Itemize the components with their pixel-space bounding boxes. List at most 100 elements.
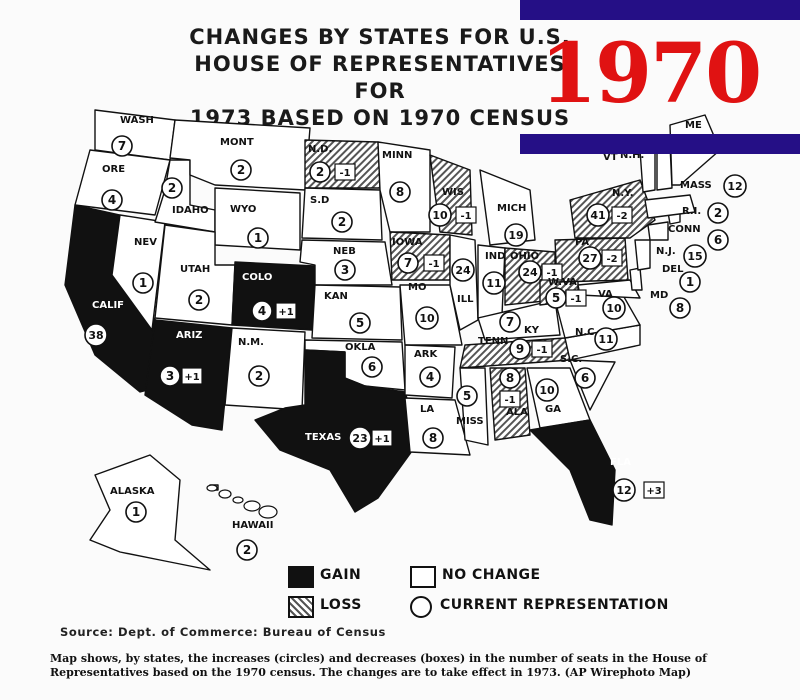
svg-text:2: 2 xyxy=(237,163,245,177)
state-miss xyxy=(459,367,489,446)
state-name-fla: FLA xyxy=(610,457,631,468)
state-nev xyxy=(111,214,166,331)
hawaii-island xyxy=(232,496,244,504)
svg-text:11: 11 xyxy=(598,333,613,346)
seat-count-la: 8 xyxy=(422,427,444,449)
state-mass xyxy=(644,194,696,219)
seat-count-utah: 2 xyxy=(188,289,210,311)
state-name-calif: CALIF xyxy=(92,300,124,311)
state-name-mass: MASS xyxy=(680,180,712,191)
svg-text:5: 5 xyxy=(552,291,560,305)
seat-count-sd: 2 xyxy=(331,211,353,233)
svg-text:-1: -1 xyxy=(428,259,439,270)
state-name-ore: ORE xyxy=(102,164,125,175)
legend-loss-label: LOSS xyxy=(320,597,362,613)
svg-text:4: 4 xyxy=(108,193,116,207)
state-name-sd: S.D xyxy=(310,195,329,206)
seat-change-nd: -1 xyxy=(334,163,356,181)
seat-count-ny: 41 xyxy=(586,203,610,227)
seat-count-nd: 2 xyxy=(309,161,331,183)
svg-text:+1: +1 xyxy=(184,372,199,383)
seat-count-ala: 8 xyxy=(499,367,521,389)
svg-text:41: 41 xyxy=(590,209,605,222)
seat-count-tenn: 9 xyxy=(509,338,531,360)
seat-change-ny: -2 xyxy=(611,206,633,224)
seat-count-fla: 12 xyxy=(612,478,636,502)
state-name-hawaii: HAWAII xyxy=(232,520,273,531)
seat-change-pa: -2 xyxy=(601,249,623,267)
legend-loss-swatch xyxy=(288,596,314,618)
title-line-2: HOUSE OF REPRESENTATIVES FOR xyxy=(194,52,566,103)
svg-text:12: 12 xyxy=(727,180,742,193)
state-conn xyxy=(647,221,669,241)
svg-text:27: 27 xyxy=(582,252,597,265)
legend-current-label: CURRENT REPRESENTATION xyxy=(440,597,669,613)
state-name-me: ME xyxy=(685,120,702,131)
year-overlay: 1970 xyxy=(540,26,762,122)
state-name-ny: N.Y. xyxy=(612,188,634,199)
svg-text:12: 12 xyxy=(616,484,631,497)
state-name-texas: TEXAS xyxy=(305,432,341,443)
svg-text:-1: -1 xyxy=(460,211,471,222)
state-name-conn: CONN xyxy=(668,224,701,235)
state-wyo xyxy=(214,187,301,251)
state-name-nj: N.J. xyxy=(656,246,676,257)
seat-change-ala: -1 xyxy=(499,390,521,408)
state-name-wva: W.VA xyxy=(548,277,577,288)
state-name-mich: MICH xyxy=(497,203,526,214)
seat-change-ohio: -1 xyxy=(541,263,563,281)
seat-count-mich: 19 xyxy=(504,223,528,247)
state-name-wis: WIS xyxy=(442,187,464,198)
seat-change-iowa: -1 xyxy=(423,254,445,272)
seat-count-ill: 24 xyxy=(451,258,475,282)
svg-text:1: 1 xyxy=(139,276,147,290)
svg-text:1: 1 xyxy=(132,505,140,519)
seat-count-ohio: 24 xyxy=(518,260,542,284)
state-name-wash: WASH xyxy=(120,115,154,126)
seat-count-pa: 27 xyxy=(578,246,602,270)
state-name-nh: N.H. xyxy=(620,150,644,161)
seat-count-mass: 12 xyxy=(723,174,747,198)
svg-text:4: 4 xyxy=(426,370,434,384)
svg-text:24: 24 xyxy=(455,264,471,277)
state-name-ga: GA xyxy=(545,404,561,415)
svg-text:7: 7 xyxy=(118,139,126,153)
seat-count-mo: 10 xyxy=(415,306,439,330)
seat-count-iowa: 7 xyxy=(397,252,419,274)
state-name-mont: MONT xyxy=(220,137,254,148)
svg-text:6: 6 xyxy=(368,360,376,374)
legend-circle-swatch xyxy=(410,596,432,618)
seat-count-wva: 5 xyxy=(545,287,567,309)
svg-text:8: 8 xyxy=(676,301,684,315)
seat-count-mont: 2 xyxy=(230,159,252,181)
state-name-ind: IND xyxy=(485,251,505,262)
state-name-mo: MO xyxy=(408,282,426,293)
state-name-minn: MINN xyxy=(382,150,412,161)
seat-count-minn: 8 xyxy=(389,181,411,203)
svg-text:4: 4 xyxy=(258,304,266,318)
state-name-ill: ILL xyxy=(457,294,474,305)
state-name-colo: COLO xyxy=(242,272,272,283)
svg-text:+1: +1 xyxy=(374,434,389,445)
seat-count-calif: 38 xyxy=(84,323,108,347)
seat-count-wis: 10 xyxy=(428,203,452,227)
svg-text:10: 10 xyxy=(539,384,555,397)
svg-text:1: 1 xyxy=(686,275,694,289)
state-ore xyxy=(74,149,171,216)
seat-count-okla: 6 xyxy=(361,356,383,378)
state-name-miss: MISS xyxy=(456,416,484,427)
state-name-nm: N.M. xyxy=(238,337,264,348)
svg-text:8: 8 xyxy=(429,431,437,445)
svg-text:2: 2 xyxy=(714,206,722,220)
state-name-nd: N.D. xyxy=(308,144,332,155)
svg-text:6: 6 xyxy=(714,233,722,247)
seat-count-md: 8 xyxy=(669,297,691,319)
seat-change-colo: +1 xyxy=(275,302,297,320)
map-caption: Map shows, by states, the increases (cir… xyxy=(50,652,707,679)
state-ill xyxy=(449,234,479,331)
hawaii-island xyxy=(243,500,261,512)
svg-text:5: 5 xyxy=(463,389,471,403)
seat-count-nc: 11 xyxy=(594,327,618,351)
state-name-del: DEL xyxy=(662,264,684,275)
